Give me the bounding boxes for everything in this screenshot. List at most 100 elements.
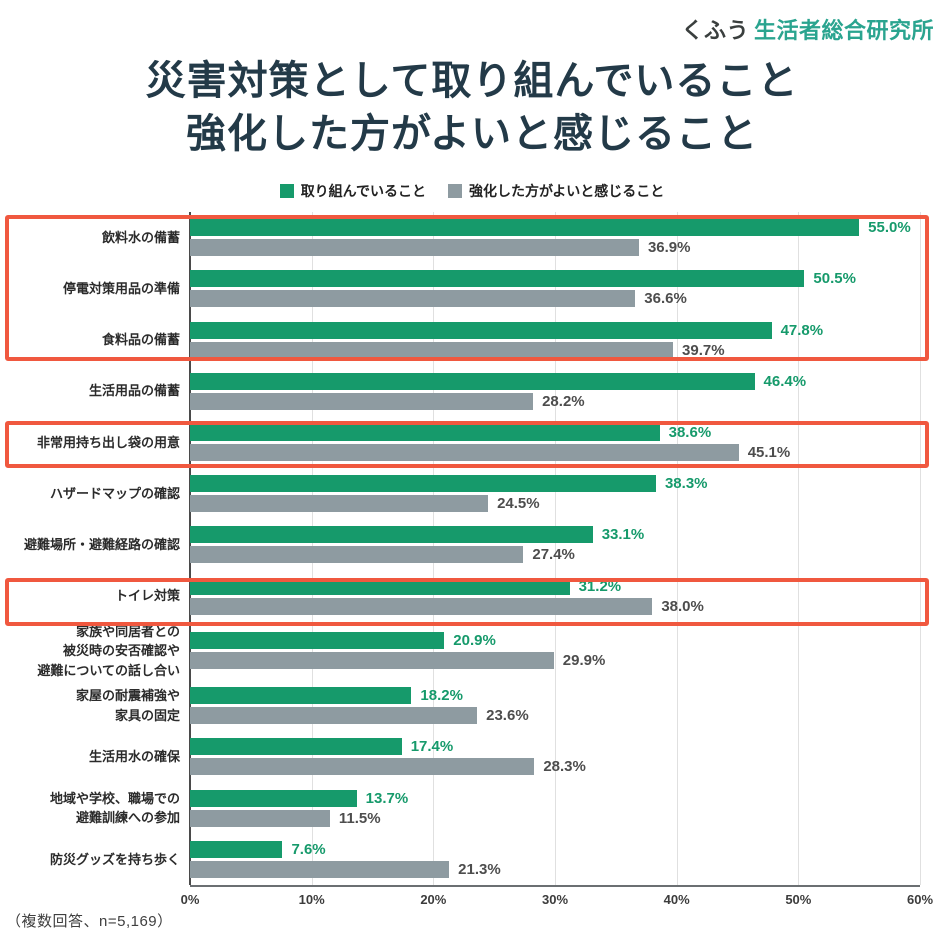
value-label-current: 17.4% <box>410 738 454 756</box>
value-label-desired: 29.9% <box>562 652 606 670</box>
x-axis-tick: 30% <box>541 892 569 907</box>
bar-line-desired: 29.9% <box>190 652 920 670</box>
bar-pair: 46.4% 28.2% <box>190 372 920 410</box>
value-label-current: 33.1% <box>601 526 645 544</box>
value-label-desired: 27.4% <box>532 546 575 564</box>
bar-line-current: 55.0% <box>190 219 920 237</box>
value-label-current: 47.8% <box>780 321 824 339</box>
bar-current <box>190 526 593 544</box>
page-title: 災害対策として取り組んでいること 強化した方がよいと感じること <box>0 55 944 161</box>
category-label: 地域や学校、職場での 避難訓練への参加 <box>49 790 180 826</box>
chart-row: 防災グッズを持ち歩く 7.6% 21.3% <box>0 834 944 885</box>
value-label-desired: 28.3% <box>543 758 586 776</box>
bar-pair: 7.6% 21.3% <box>190 840 920 878</box>
bar-current <box>190 475 656 493</box>
value-label-current: 50.5% <box>813 270 856 288</box>
bar-pair: 55.0% 36.9% <box>190 219 920 257</box>
value-label-desired: 39.7% <box>682 341 725 359</box>
bar-line-current: 20.9% <box>190 632 920 650</box>
legend-item-desired: 強化した方がよいと感じること <box>448 181 664 201</box>
bar-desired <box>190 758 535 776</box>
brand-logo: くふう 生活者総合研究所 <box>681 13 934 45</box>
chart-row: 家族や同居者との 被災時の安否確認や 避難についての話し合い 20.9% 29.… <box>0 622 944 681</box>
bar-current <box>190 789 357 807</box>
x-axis-tick: 50% <box>785 892 812 907</box>
value-label-current: 20.9% <box>453 632 496 650</box>
brand-logo-prefix: くふう <box>681 18 749 43</box>
bar-chart: 0% 10% 20% 30% 40% 50% 60% 飲料水の備蓄 55.0% 36.9% … <box>0 212 944 907</box>
value-label-current: 38.3% <box>664 475 708 493</box>
bar-pair: 18.2% 23.6% <box>190 687 920 725</box>
category-label: 生活用品の備蓄 <box>88 383 180 399</box>
x-axis-tick: 10% <box>298 892 325 907</box>
bar-pair: 33.1% 27.4% <box>190 526 920 564</box>
legend-label-current: 取り組んでいること <box>300 182 426 199</box>
bar-current <box>190 577 570 595</box>
value-label-current: 38.6% <box>668 423 712 441</box>
value-label-current: 46.4% <box>763 372 807 390</box>
bar-line-current: 7.6% <box>190 840 920 858</box>
bar-current <box>190 372 755 390</box>
bar-line-current: 33.1% <box>190 526 920 544</box>
category-label: 非常用持ち出し袋の用意 <box>36 434 180 450</box>
category-label: トイレ対策 <box>114 588 180 604</box>
chart-row: 地域や学校、職場での 避難訓練への参加 13.7% 11.5% <box>0 783 944 834</box>
x-axis-tick: 0% <box>180 892 200 907</box>
value-label-desired: 36.6% <box>644 290 687 308</box>
value-label-current: 13.7% <box>365 789 409 807</box>
bar-current <box>190 423 660 441</box>
bar-line-desired: 24.5% <box>190 495 920 513</box>
bar-line-desired: 28.2% <box>190 392 920 410</box>
bar-line-current: 13.7% <box>190 789 920 807</box>
category-label: ハザードマップの確認 <box>49 485 180 501</box>
chart-row: 非常用持ち出し袋の用意 38.6% 45.1% <box>0 417 944 468</box>
bar-line-current: 17.4% <box>190 738 920 756</box>
bar-line-desired: 23.6% <box>190 707 920 725</box>
bar-line-current: 18.2% <box>190 687 920 705</box>
bar-line-current: 38.3% <box>190 475 920 493</box>
bar-current <box>190 632 445 650</box>
category-label: 飲料水の備蓄 <box>101 229 180 245</box>
bar-desired <box>190 341 674 359</box>
bar-desired <box>190 495 489 513</box>
bar-line-desired: 27.4% <box>190 546 920 564</box>
page-title-line2: 強化した方がよいと感じること <box>186 111 758 156</box>
bar-desired <box>190 392 534 410</box>
bar-line-desired: 39.7% <box>190 341 920 359</box>
x-axis-tick: 40% <box>663 892 690 907</box>
bar-line-desired: 28.3% <box>190 758 920 776</box>
bar-pair: 47.8% 39.7% <box>190 321 920 359</box>
bar-desired <box>190 652 554 670</box>
value-label-desired: 21.3% <box>458 860 501 878</box>
value-label-desired: 38.0% <box>661 597 704 615</box>
bar-line-current: 47.8% <box>190 321 920 339</box>
category-label: 食料品の備蓄 <box>101 332 180 348</box>
gridline <box>676 212 678 885</box>
bar-line-desired: 36.9% <box>190 239 920 257</box>
chart-row: 生活用品の備蓄 46.4% 28.2% <box>0 366 944 417</box>
page-title-line1: 災害対策として取り組んでいること <box>145 59 799 103</box>
x-axis-tick: 60% <box>906 892 934 907</box>
chart-rows: 飲料水の備蓄 55.0% 36.9% 停電対策用品の準備 50.5% 36.6% <box>0 212 944 885</box>
bar-line-desired: 21.3% <box>190 860 920 878</box>
bar-pair: 17.4% 28.3% <box>190 738 920 776</box>
legend-label-desired: 強化した方がよいと感じること <box>469 182 665 199</box>
bar-line-current: 50.5% <box>190 270 920 288</box>
survey-note: （複数回答、n=5,169） <box>6 913 173 930</box>
x-axis-tick: 20% <box>420 892 447 907</box>
value-label-desired: 11.5% <box>338 809 381 827</box>
bar-desired <box>190 443 739 461</box>
gridline <box>555 212 556 885</box>
gridline <box>920 212 921 885</box>
legend-item-current: 取り組んでいること <box>279 181 426 201</box>
chart-row: 生活用水の確保 17.4% 28.3% <box>0 731 944 782</box>
chart-row: 飲料水の備蓄 55.0% 36.9% <box>0 212 944 263</box>
chart-row: 停電対策用品の準備 50.5% 36.6% <box>0 263 944 314</box>
value-label-desired: 28.2% <box>542 392 585 410</box>
bar-line-current: 31.2% <box>190 577 920 595</box>
value-label-current: 7.6% <box>291 840 326 858</box>
bar-desired <box>190 239 639 257</box>
category-label: 家族や同居者との 被災時の安否確認や 避難についての話し合い <box>37 623 180 678</box>
value-label-current: 55.0% <box>868 219 911 237</box>
